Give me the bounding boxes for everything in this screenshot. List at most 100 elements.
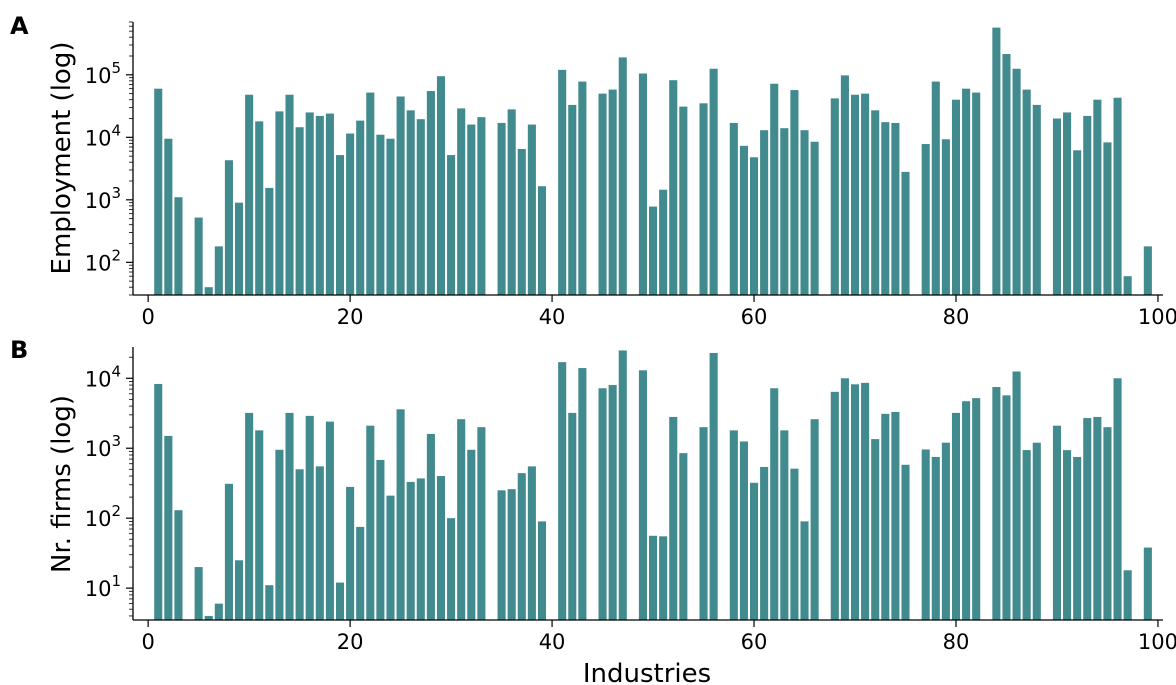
bar	[921, 449, 930, 620]
y-tick-label: 103	[85, 184, 121, 213]
bar	[679, 453, 688, 620]
bar	[295, 127, 304, 295]
bar	[1083, 418, 1092, 620]
bar	[467, 124, 476, 295]
bar	[921, 144, 930, 295]
bar	[1002, 54, 1011, 295]
bar	[366, 425, 375, 620]
bar	[406, 481, 415, 620]
bar	[1063, 450, 1072, 620]
bar	[245, 94, 254, 296]
bar	[992, 387, 1001, 620]
bar	[194, 217, 203, 295]
bar	[901, 171, 910, 295]
bar	[265, 187, 274, 295]
bar	[709, 68, 718, 295]
panel-b: B Nr. firms (log) 101 102 103 104 0 20 40 60 80…	[10, 336, 1176, 685]
bar	[780, 128, 789, 295]
bar	[507, 109, 516, 296]
bar	[204, 287, 213, 295]
bar	[537, 521, 547, 620]
bar	[315, 466, 324, 620]
bar	[325, 421, 334, 620]
bar	[649, 535, 658, 620]
bar	[881, 413, 890, 620]
bar	[739, 145, 748, 295]
bar	[426, 91, 435, 295]
bar	[275, 111, 284, 295]
bar	[1113, 97, 1122, 295]
bar	[729, 122, 738, 295]
bar	[1012, 68, 1021, 295]
x-axis-label: Industries	[583, 659, 711, 685]
bar	[861, 93, 870, 295]
bar	[305, 112, 314, 295]
bar	[901, 464, 910, 620]
bar	[941, 139, 950, 295]
bar	[497, 122, 506, 295]
bar	[568, 412, 577, 620]
bar	[558, 362, 567, 620]
bar	[962, 88, 971, 296]
bar	[537, 186, 547, 295]
y-axis-label-a: Employment (log)	[47, 42, 77, 275]
bar	[255, 430, 264, 620]
bar	[376, 459, 385, 620]
bar	[1103, 142, 1112, 295]
bar	[436, 76, 446, 296]
y-tick-label: 104	[85, 362, 121, 391]
bar	[800, 521, 809, 620]
bar	[1093, 99, 1102, 295]
bar	[699, 427, 708, 620]
bar	[618, 350, 627, 620]
bar	[164, 435, 173, 620]
bar	[1143, 547, 1152, 620]
bar	[447, 518, 456, 620]
bar	[830, 98, 839, 296]
bar	[457, 419, 466, 620]
bar	[224, 160, 233, 295]
bar	[224, 483, 233, 620]
panel-a: A Employment (log) 102 103 104 105 0 20 40 60 8…	[10, 12, 1176, 329]
bar	[204, 615, 213, 620]
bar	[295, 469, 304, 620]
bar	[951, 412, 961, 620]
bar	[992, 27, 1001, 296]
bar	[154, 383, 163, 620]
bar	[770, 83, 779, 296]
bar	[396, 409, 405, 620]
bar	[1123, 276, 1132, 295]
bar	[1113, 378, 1122, 620]
bar	[891, 122, 900, 295]
bar	[1063, 112, 1072, 295]
bar	[1032, 104, 1041, 295]
bar	[931, 456, 940, 620]
bar	[598, 93, 607, 295]
bar	[335, 582, 345, 620]
x-tick-label: 80	[943, 630, 970, 654]
bar	[608, 89, 617, 295]
y-tick-label: 105	[85, 59, 121, 88]
bar	[891, 411, 900, 620]
bar	[638, 370, 647, 620]
bar	[871, 110, 880, 295]
bar	[1093, 416, 1102, 620]
bar	[760, 466, 769, 620]
bar	[679, 106, 688, 295]
bar	[881, 122, 890, 295]
bar	[315, 115, 324, 295]
bar	[194, 567, 203, 620]
bar	[1052, 118, 1062, 295]
bar	[416, 478, 425, 620]
bar	[386, 138, 395, 295]
bar	[1032, 442, 1041, 620]
bar	[517, 473, 526, 620]
bar	[255, 121, 264, 295]
bar	[356, 526, 365, 620]
bar	[659, 536, 668, 620]
bar	[649, 206, 658, 295]
bar	[406, 110, 415, 295]
bar	[1022, 450, 1031, 620]
bar	[962, 401, 971, 620]
panel-label-a: A	[10, 12, 29, 40]
